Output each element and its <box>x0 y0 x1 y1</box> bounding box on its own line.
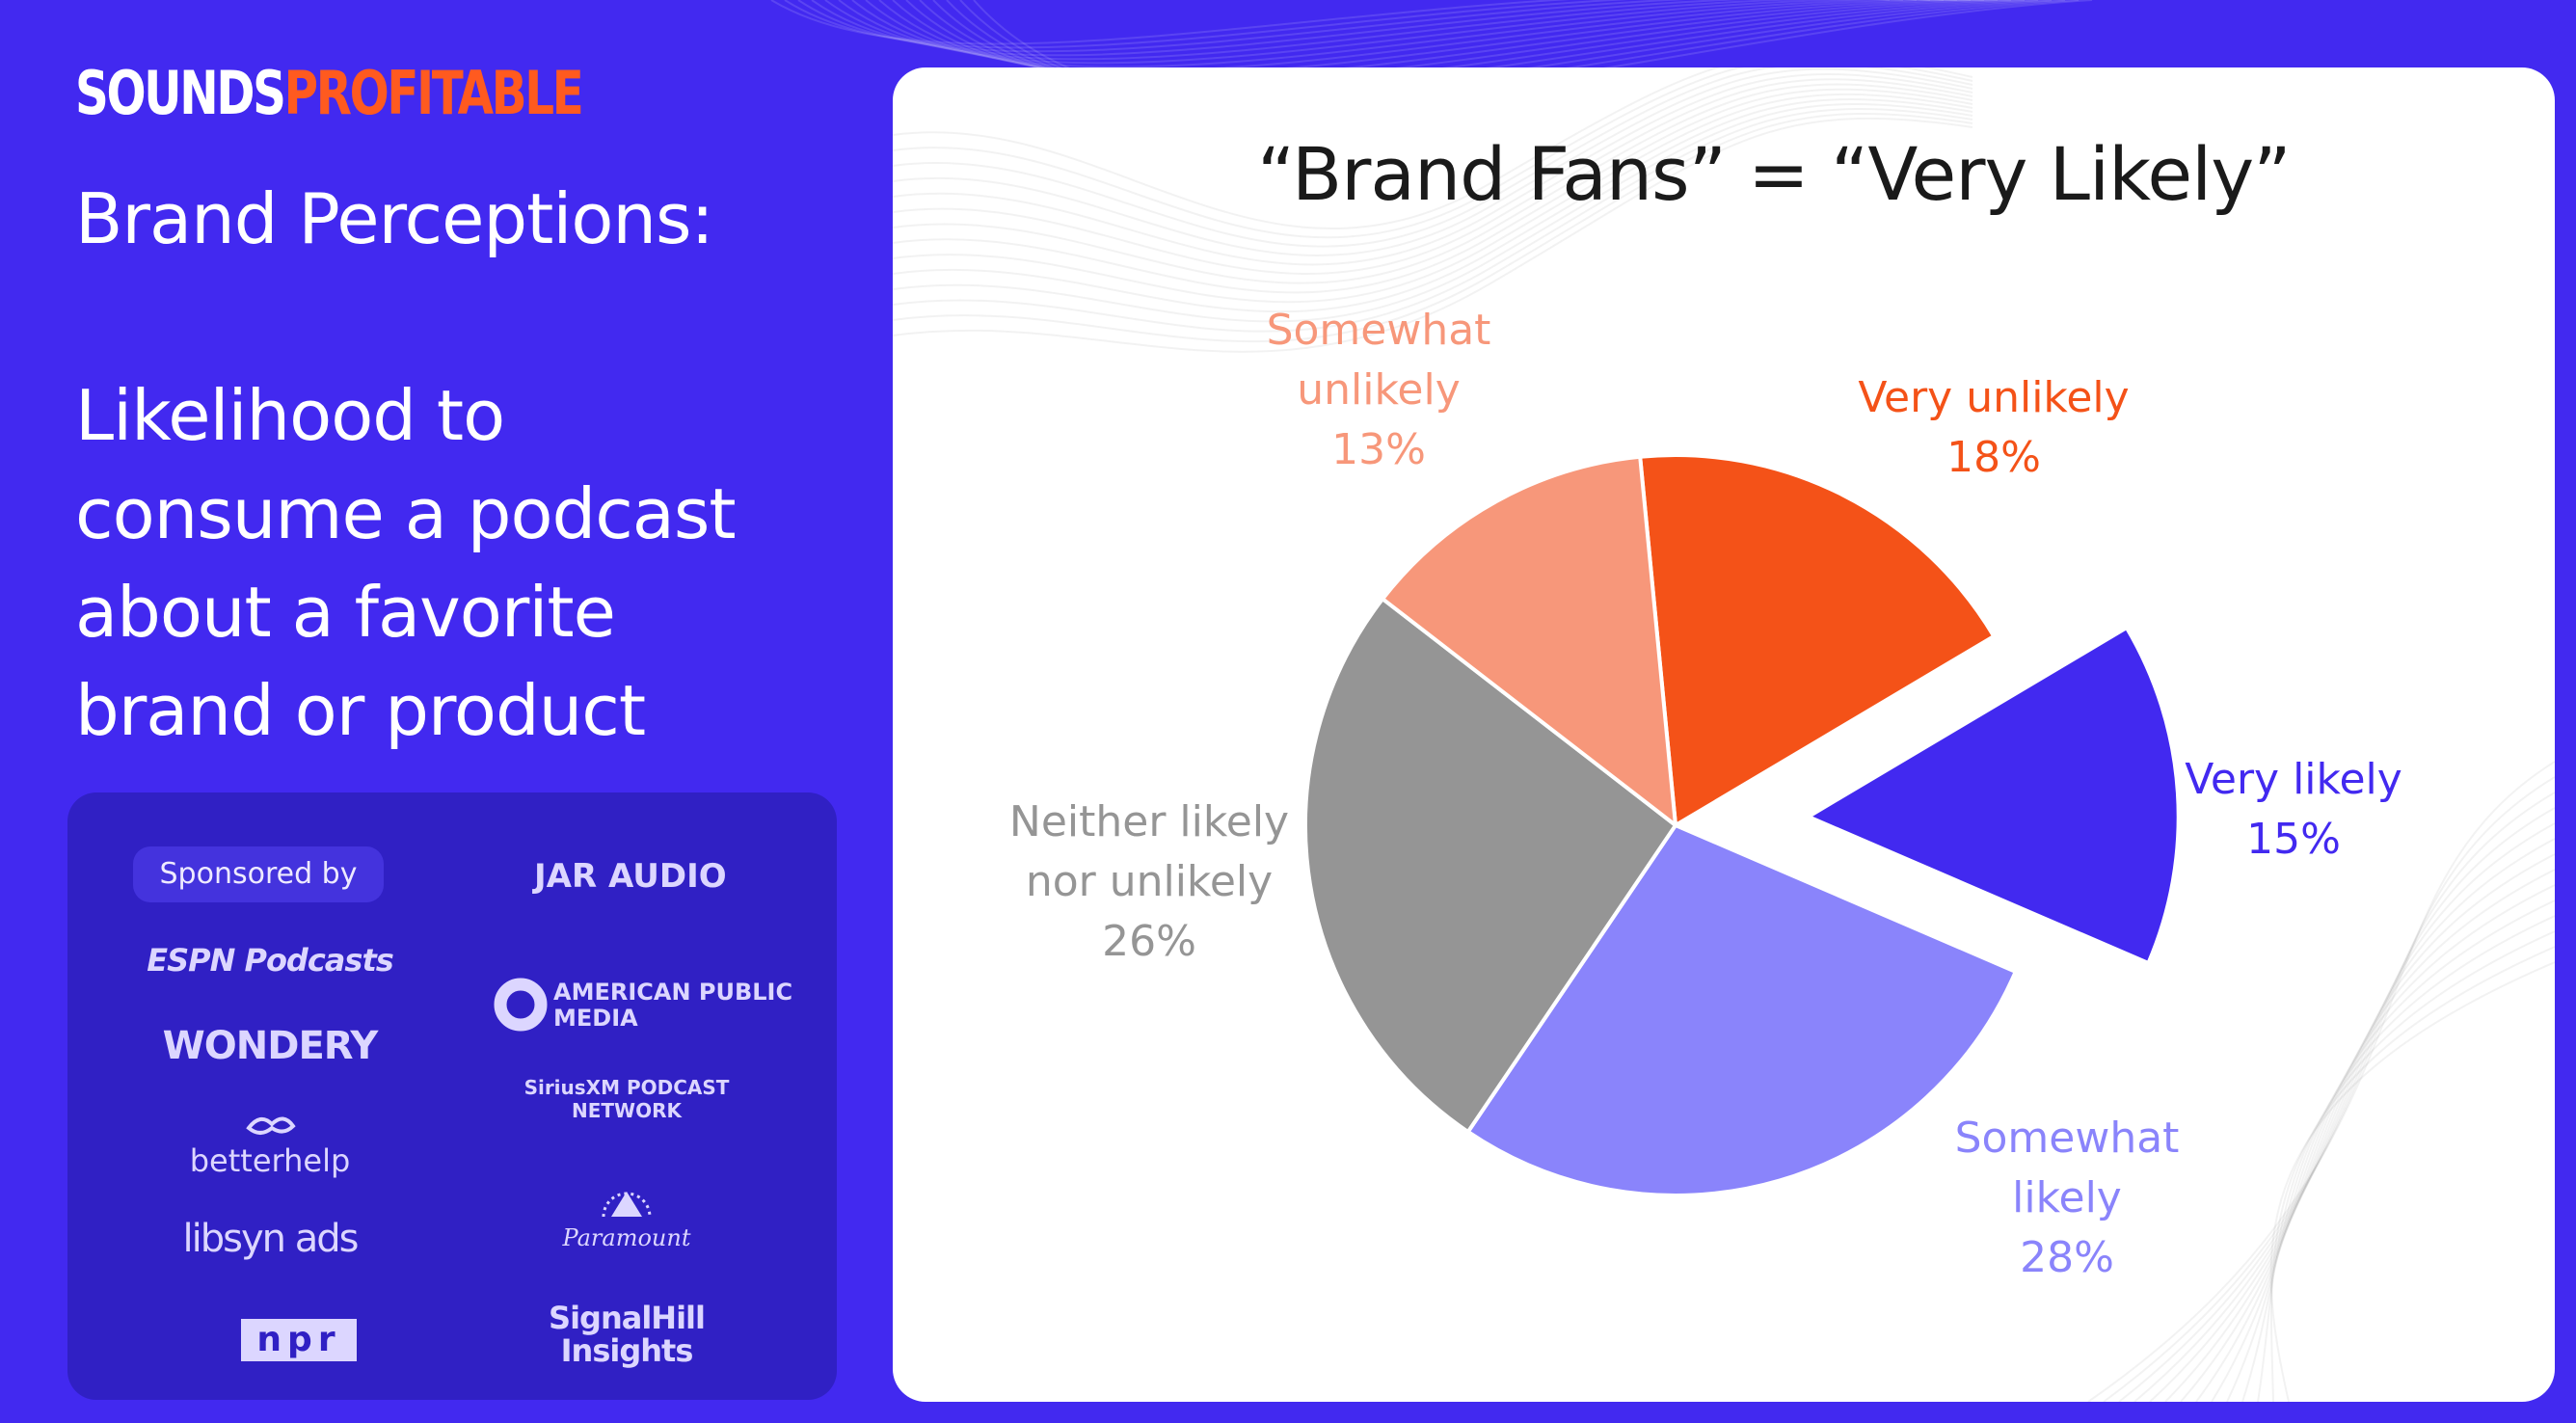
pie-chart <box>1303 453 2181 1197</box>
sponsor-logo-siriusxm-podcast-network: SiriusXM PODCAST NETWORK <box>523 1076 730 1122</box>
pie-slice-label-text: likely <box>2012 1173 2122 1222</box>
sponsor-panel: Sponsored by JAR AUDIO ESPN Podcasts AME… <box>67 792 837 1400</box>
paramount-mountain-icon <box>602 1192 652 1218</box>
apm-circle-icon <box>494 978 548 1032</box>
sponsor-logo-jar-audio: JAR AUDIO <box>534 857 727 896</box>
pie-slice-label-text: Very likely <box>2185 755 2402 804</box>
pie-slice <box>1303 597 1677 1134</box>
sponsor-logo-libsyn-ads: libsyn ads <box>182 1217 360 1261</box>
sponsor-logo-signalhill: SignalHill Insights <box>549 1300 706 1369</box>
sponsor-logo-betterhelp: betterhelp <box>125 1111 415 1178</box>
pie-slice-label: Somewhat unlikely 13% <box>1267 301 1491 480</box>
pie-slice-label: Very unlikely 18% <box>1858 368 2129 488</box>
sponsored-by-badge: Sponsored by <box>133 846 384 902</box>
pie-slice-label-text: Somewhat <box>1266 306 1491 355</box>
sponsor-logo-american-public-media: AMERICAN PUBLIC MEDIA <box>492 976 819 1053</box>
sponsor-logo-npr: npr <box>241 1319 357 1361</box>
heading-subtitle-line: consume a podcast <box>75 473 737 554</box>
pie-slice-percent: 13% <box>1331 425 1426 474</box>
pie-slice <box>1638 453 1997 827</box>
sponsor-logo-paramount: Paramount <box>521 1178 733 1251</box>
pie-slice-percent: 18% <box>1946 433 2041 482</box>
sponsor-logo-wondery: WONDERY <box>162 1024 379 1068</box>
pie-slice-percent: 28% <box>2020 1233 2114 1282</box>
heading-subtitle-line: brand or product <box>75 670 646 751</box>
card-wave-lines <box>893 67 2555 1402</box>
pie-slice <box>1465 823 2018 1197</box>
chart-title: “Brand Fans” = “Very Likely” <box>1257 131 2292 217</box>
sponsor-logo-espn-podcasts: ESPN Podcasts <box>147 942 394 979</box>
heading-subtitle-line: about a favorite <box>75 572 616 653</box>
betterhelp-leaf-icon <box>246 1116 296 1135</box>
pie-slice-label: Somewhat likely 28% <box>1955 1109 2180 1288</box>
pie-slice-percent: 26% <box>1102 917 1196 966</box>
chart-card: “Brand Fans” = “Very Likely” Very unlike… <box>893 67 2555 1402</box>
brand-logo: SOUNDSPROFITABLE <box>75 58 584 128</box>
pie-slice-label-text: Neither likely <box>1008 797 1290 846</box>
pie-slice-label: Very likely 15% <box>2185 750 2402 870</box>
pie-slice-label-text: unlikely <box>1297 365 1461 415</box>
pie-slice-label-text: Somewhat <box>1954 1114 2180 1163</box>
pie-slice-label-text: nor unlikely <box>1025 857 1274 906</box>
pie-slice-percent: 15% <box>2246 815 2341 864</box>
heading-title: Brand Perceptions: <box>75 178 714 259</box>
page-heading: Brand Perceptions: Likelihood to consume… <box>75 170 846 760</box>
pie-slice-label: Neither likely nor unlikely 26% <box>1009 792 1289 972</box>
pie-slice-label-text: Very unlikely <box>1858 373 2130 422</box>
pie-slice <box>1381 454 1677 827</box>
pie-slice <box>1806 626 2181 965</box>
heading-subtitle-line: Likelihood to <box>75 375 505 456</box>
